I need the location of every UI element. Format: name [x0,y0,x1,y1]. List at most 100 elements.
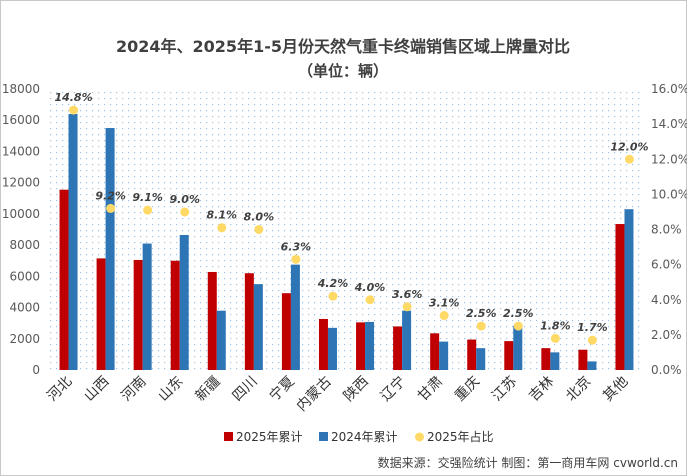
legend-swatch [415,432,424,442]
bar-2024 [216,310,226,370]
bar-2024 [105,128,115,370]
category-label: 陕西 [341,374,372,405]
bar-2024 [179,234,189,370]
source-note: 数据来源：交强险统计 制图：第一商用车网 cvworld.cn [378,455,678,470]
bar-2025 [615,224,625,370]
bar-2025 [170,260,180,370]
legend-label: 2025年占比 [427,429,494,444]
category-label: 宁夏 [266,373,298,405]
y2-tick-label: 12.0% [651,152,687,166]
bar-2025 [356,322,366,370]
y-tick-label: 10000 [2,207,40,221]
share-marker [254,225,264,234]
bar-2025 [504,341,514,370]
legend-label: 2025年累计 [236,430,303,444]
bar-2024 [513,325,523,370]
y-tick-label: 2000 [9,332,40,346]
bar-2025 [281,293,291,370]
share-label: 3.1% [429,297,460,310]
bar-2024 [587,361,597,370]
share-marker [328,291,338,301]
bar-2025 [318,318,328,370]
share-marker [106,203,116,213]
y2-tick-label: 10.0% [651,187,687,201]
share-marker [624,154,634,164]
share-marker [365,295,375,305]
share-label: 6.3% [281,240,312,253]
share-marker [439,311,449,321]
bar-2025 [430,333,440,370]
y-tick-label: 16000 [2,113,40,127]
share-label: 3.6% [392,288,423,301]
bar-2025 [207,271,217,370]
chart-subtitle: （单位：辆） [298,62,388,80]
y-tick-label: 0 [32,363,40,377]
share-marker [513,321,523,331]
bar-2025 [133,259,143,370]
bar-2024 [253,284,263,370]
y2-tick-label: 0.0% [651,363,682,377]
share-marker [291,254,301,264]
y2-tick-label: 8.0% [651,223,682,237]
bar-2024 [68,113,78,370]
share-label: 9.1% [132,191,163,204]
bar-2025 [541,348,551,370]
bar-2025 [96,258,106,370]
category-label: 重庆 [452,374,483,405]
share-marker [402,302,412,312]
category-label: 河南 [118,374,149,405]
y-tick-label: 4000 [9,301,40,315]
share-marker [69,105,79,115]
share-marker [550,333,560,343]
category-label: 甘肃 [415,374,446,405]
category-label: 山西 [81,374,112,405]
share-label: 9.0% [169,193,200,206]
legend-label: 2024年累计 [331,430,398,444]
legend-swatch [224,432,233,441]
share-label: 2.5% [466,307,497,320]
category-label: 吉林 [526,374,557,405]
y-tick-label: 6000 [9,269,40,283]
y2-tick-label: 2.0% [651,328,682,342]
bar-2024 [365,321,375,370]
y2-tick-label: 14.0% [651,117,687,131]
share-label: 9.2% [95,189,126,202]
category-label: 新疆 [192,374,223,405]
y-tick-label: 12000 [2,176,40,190]
legend-swatch [319,432,328,441]
bar-2025 [59,189,69,370]
share-label: 8.0% [244,211,275,224]
share-label: 14.8% [54,91,92,104]
category-label: 内蒙古 [294,374,335,415]
share-label: 4.2% [317,277,349,290]
bar-2024 [327,327,337,370]
category-label: 江苏 [489,374,520,405]
bar-2024 [290,264,300,370]
share-label: 1.8% [540,319,571,332]
share-marker [476,321,486,331]
chart-title: 2024年、2025年1-5月份天然气重卡终端销售区域上牌量对比 [116,37,570,56]
category-label: 北京 [563,374,594,405]
share-label: 8.1% [207,209,238,222]
y-tick-label: 14000 [2,144,40,158]
category-label: 河北 [44,374,75,405]
share-marker [587,335,597,345]
bar-2024 [624,209,634,370]
bar-2024 [476,348,486,370]
share-label: 4.0% [354,281,386,294]
category-label: 山东 [155,374,186,405]
y-tick-label: 18000 [2,82,40,96]
bar-2024 [550,352,560,370]
y2-tick-label: 16.0% [651,82,687,96]
category-label: 四川 [230,374,261,405]
bar-2025 [578,349,588,370]
bar-2025 [393,326,403,370]
share-marker [143,205,153,215]
y-tick-label: 8000 [9,238,40,252]
y2-tick-label: 6.0% [651,258,682,272]
bar-2025 [244,273,254,370]
y2-tick-label: 4.0% [651,293,682,307]
share-marker [217,223,227,233]
share-marker [180,207,190,217]
